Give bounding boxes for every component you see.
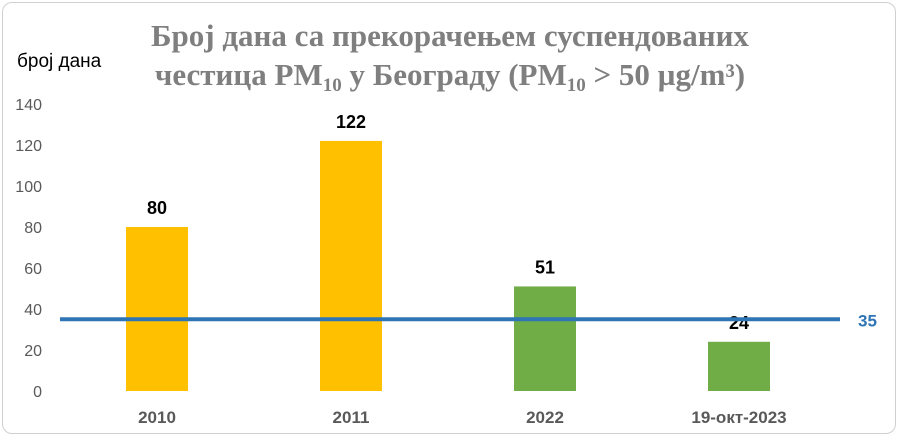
data-label: 80 — [147, 198, 167, 218]
y-tick-label: 0 — [33, 384, 42, 401]
data-label: 51 — [535, 257, 555, 277]
chart-title-line-2-suffix: > 50 µg/m³) — [585, 57, 746, 92]
data-label: 24 — [729, 313, 749, 333]
bar — [708, 341, 770, 391]
chart-title-subscript-1: 10 — [322, 75, 342, 96]
chart-title-line-2-prefix: честица PM — [154, 57, 323, 92]
y-tick-label: 20 — [24, 343, 42, 360]
y-tick-label: 60 — [24, 261, 42, 278]
x-tick-label: 19-окт-2023 — [691, 408, 786, 427]
data-label: 122 — [336, 112, 366, 132]
chart-title-line-1: Број дана са прекорачењем суспендованих — [151, 18, 749, 53]
chart-title-subscript-2: 10 — [566, 75, 586, 96]
chart-title-line-2-mid: у Београду (PM — [341, 57, 567, 92]
y-axis-label: број дана — [17, 51, 102, 72]
limit-line-label: 35 — [858, 311, 877, 330]
chart-frame — [2, 2, 896, 434]
y-tick-label: 100 — [15, 179, 42, 196]
bar — [514, 286, 576, 391]
x-tick-label: 2010 — [138, 408, 176, 427]
chart-title: Број дана са прекорачењем суспендованих … — [0, 16, 900, 96]
bar — [320, 140, 382, 391]
y-tick-label: 40 — [24, 302, 42, 319]
y-tick-label: 120 — [15, 138, 42, 155]
y-tick-label: 140 — [15, 97, 42, 114]
y-tick-label: 80 — [24, 220, 42, 237]
bar — [126, 227, 188, 391]
chart-title-line-2: честица PM10 у Београду (PM10 > 50 µg/m³… — [0, 55, 900, 96]
x-tick-label: 2022 — [526, 408, 564, 427]
x-tick-label: 2011 — [333, 408, 370, 427]
